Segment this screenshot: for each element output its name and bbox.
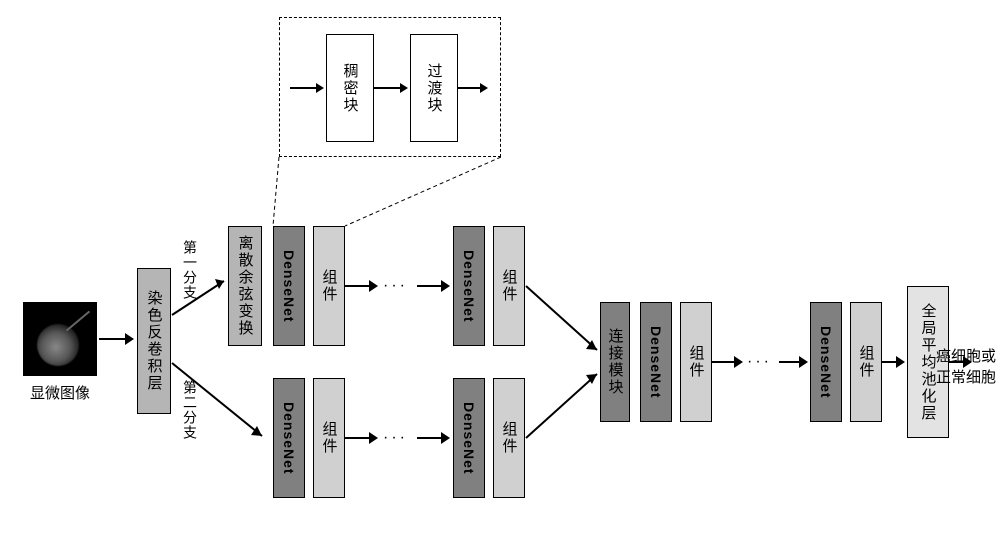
concat-label: 连接模块 bbox=[605, 328, 626, 396]
component-m-1-label: 组件 bbox=[686, 345, 707, 379]
arrow-to-gap-head bbox=[896, 356, 905, 368]
component-b1-1: 组件 bbox=[313, 226, 345, 346]
arrow-m-pair2 bbox=[779, 361, 799, 363]
callout-arrow-out bbox=[458, 87, 480, 89]
arrow-b1-pair1 bbox=[345, 285, 369, 287]
branch2-label: 第二分支 bbox=[180, 380, 200, 440]
densenet-b1-2-label: DenseNet bbox=[461, 250, 477, 323]
densenet-b2-2-label: DenseNet bbox=[461, 402, 477, 475]
densenet-b2-2: DenseNet bbox=[453, 378, 485, 498]
callout-dense-block-label: 稠密块 bbox=[340, 63, 361, 114]
ellipsis-m: ··· bbox=[747, 353, 772, 371]
component-b1-2: 组件 bbox=[493, 226, 525, 346]
stain-deconv-label: 染色反卷积层 bbox=[144, 290, 165, 392]
densenet-b1-1: DenseNet bbox=[273, 226, 305, 346]
final-output-l1: 癌细胞或 bbox=[936, 346, 996, 367]
stain-deconv-block: 染色反卷积层 bbox=[137, 268, 171, 414]
component-m-1: 组件 bbox=[680, 302, 712, 422]
densenet-m-2: DenseNet bbox=[810, 302, 842, 422]
microscope-image-caption: 显微图像 bbox=[18, 382, 102, 403]
ellipsis-b1: ··· bbox=[383, 277, 408, 295]
arrow-m-pair1 bbox=[712, 361, 734, 363]
callout-arrow-in-head bbox=[316, 83, 324, 93]
component-b1-1-label: 组件 bbox=[319, 269, 340, 303]
densenet-b2-1-label: DenseNet bbox=[281, 402, 297, 475]
arrow-b2-pair2-head bbox=[441, 432, 450, 444]
branch2-label-text: 第二分支 bbox=[182, 380, 198, 440]
component-b2-1-label: 组件 bbox=[319, 421, 340, 455]
callout-arrow-mid bbox=[374, 87, 400, 89]
arrow-b1-pair1-head bbox=[369, 280, 378, 292]
component-b1-2-label: 组件 bbox=[499, 269, 520, 303]
component-m-2-label: 组件 bbox=[856, 345, 877, 379]
callout-arrow-out-head bbox=[480, 83, 488, 93]
arrow-img-to-deconv bbox=[99, 338, 125, 340]
arrow-b2-pair1 bbox=[345, 437, 369, 439]
branch1-label: 第一分支 bbox=[180, 240, 200, 300]
arrow-to-gap bbox=[882, 361, 896, 363]
component-m-2: 组件 bbox=[850, 302, 882, 422]
callout-dense-block: 稠密块 bbox=[326, 34, 374, 142]
branch1-label-text: 第一分支 bbox=[182, 240, 198, 300]
densenet-m-2-label: DenseNet bbox=[818, 326, 834, 399]
final-output-l2: 正常细胞 bbox=[936, 367, 996, 388]
arrow-b2-pair2 bbox=[417, 437, 441, 439]
callout-transition-block-label: 过渡块 bbox=[424, 63, 445, 114]
densenet-m-1-label: DenseNet bbox=[648, 326, 664, 399]
component-b2-1: 组件 bbox=[313, 378, 345, 498]
concat-block: 连接模块 bbox=[600, 302, 630, 422]
arrow-b1-pair2-head bbox=[441, 280, 450, 292]
callout-arrow-mid-head bbox=[400, 83, 408, 93]
microscope-image bbox=[23, 302, 97, 376]
arrow-m-pair1-head bbox=[734, 356, 743, 368]
callout-arrow-in bbox=[290, 87, 316, 89]
arrow-img-to-deconv-head bbox=[125, 333, 134, 345]
densenet-m-1: DenseNet bbox=[640, 302, 672, 422]
dct-block: 离散余弦变换 bbox=[228, 226, 262, 346]
component-b2-2-label: 组件 bbox=[499, 421, 520, 455]
densenet-b1-2: DenseNet bbox=[453, 226, 485, 346]
arrow-b2-pair1-head bbox=[369, 432, 378, 444]
dct-label: 离散余弦变换 bbox=[235, 235, 256, 337]
densenet-b1-1-label: DenseNet bbox=[281, 250, 297, 323]
densenet-b2-1: DenseNet bbox=[273, 378, 305, 498]
callout-transition-block: 过渡块 bbox=[410, 34, 458, 142]
final-output: 癌细胞或 正常细胞 bbox=[936, 346, 996, 388]
ellipsis-b2: ··· bbox=[383, 429, 408, 447]
arrow-b1-pair2 bbox=[417, 285, 441, 287]
component-b2-2: 组件 bbox=[493, 378, 525, 498]
arrow-m-pair2-head bbox=[799, 356, 808, 368]
